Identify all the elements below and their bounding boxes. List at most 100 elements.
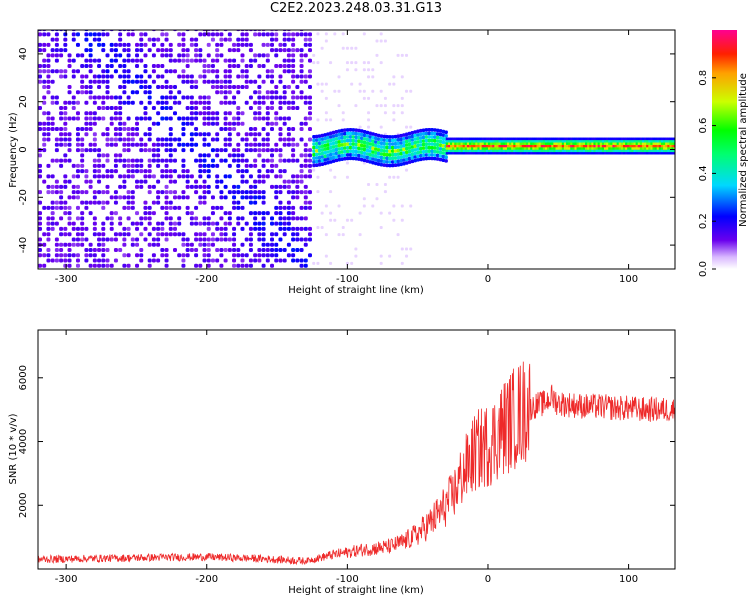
- spectrogram-cell: [215, 132, 220, 137]
- spectrogram-cell: [227, 211, 232, 216]
- spectrogram-cell: [477, 139, 480, 143]
- spectrogram-cell: [257, 247, 262, 252]
- spectrogram-cell: [329, 190, 333, 194]
- spectrogram-cell: [358, 211, 362, 215]
- spectrogram-cell: [464, 149, 468, 153]
- spectrogram-cell: [460, 149, 464, 153]
- spectrogram-cell: [511, 151, 514, 155]
- spectrogram-cell: [109, 174, 114, 179]
- spectrogram-cell: [253, 226, 258, 231]
- spectrogram-cell: [232, 195, 237, 200]
- spectrogram-cell: [312, 138, 316, 143]
- spectrogram-cell: [620, 139, 624, 143]
- spectrogram-cell: [644, 139, 647, 143]
- spectrogram-cell: [485, 149, 489, 153]
- spectrogram-cell: [75, 148, 80, 153]
- spectrogram-cell: [597, 137, 601, 141]
- spectrogram-cell: [278, 158, 283, 163]
- spectrogram-cell: [164, 32, 169, 37]
- spectrogram-cell: [278, 226, 283, 231]
- spectrogram-cell: [84, 169, 89, 174]
- spectrogram-cell: [405, 157, 409, 162]
- spectrogram-cell: [295, 237, 300, 242]
- spectrogram-cell: [368, 131, 372, 136]
- spectrogram-y-tick-label: -40: [18, 237, 29, 253]
- spectrogram-cell: [660, 149, 664, 153]
- spectrogram-cell: [71, 237, 76, 242]
- spectrogram-cell: [639, 144, 643, 148]
- spectrogram-cell: [227, 247, 232, 252]
- spectrogram-cell: [105, 153, 110, 158]
- spectrogram-cell: [450, 144, 453, 148]
- spectrogram-cell: [351, 156, 356, 161]
- spectrogram-cell: [109, 95, 114, 100]
- spectrogram-cell: [286, 190, 291, 195]
- spectrogram-cell: [274, 84, 279, 89]
- spectrogram-cell: [67, 100, 72, 105]
- spectrogram-cell: [88, 48, 93, 53]
- spectrogram-cell: [485, 151, 489, 155]
- spectrogram-cell: [540, 151, 544, 155]
- spectrogram-cell: [644, 149, 647, 153]
- spectrogram-cell: [320, 89, 324, 93]
- spectrogram-cell: [553, 149, 556, 153]
- spectrogram-cell: [227, 153, 232, 158]
- spectrogram-cell: [438, 150, 443, 155]
- spectrogram-cell: [483, 147, 487, 150]
- spectrogram-cell: [63, 174, 68, 179]
- spectrogram-cell: [323, 147, 327, 151]
- spectrogram-cell: [648, 151, 651, 155]
- spectrogram-cell: [320, 225, 324, 229]
- spectrogram-cell: [240, 84, 245, 89]
- spectrogram-cell: [589, 147, 592, 150]
- spectrogram-cell: [189, 137, 194, 142]
- spectrogram-cell: [42, 48, 47, 53]
- spectrogram-cell: [427, 156, 432, 161]
- spectrogram-cell: [63, 205, 68, 210]
- spectrogram-cell: [393, 152, 398, 157]
- spectrogram-cell: [540, 144, 544, 148]
- spectrogram-cell: [511, 142, 514, 145]
- spectrogram-cell: [291, 205, 296, 210]
- spectrogram-cell: [357, 128, 361, 133]
- spectrogram-cell: [542, 137, 546, 141]
- spectrogram-cell: [286, 158, 291, 163]
- spectrogram-cell: [244, 37, 249, 42]
- spectrogram-cell: [75, 90, 80, 95]
- spectrogram-cell: [67, 90, 72, 95]
- spectrogram-cell: [454, 147, 457, 150]
- spectrogram-cell: [248, 58, 253, 63]
- spectrogram-cell: [270, 30, 274, 32]
- spectrogram-cell: [215, 84, 220, 89]
- spectrogram-cell: [416, 143, 420, 148]
- spectrogram-cell: [519, 142, 523, 145]
- spectrogram-cell: [396, 104, 400, 108]
- spectrogram-cell: [405, 136, 409, 140]
- spectrogram-cell: [307, 42, 312, 47]
- spectrogram-cell: [388, 254, 392, 258]
- spectrogram-cell: [156, 237, 161, 242]
- spectrogram-cell: [517, 147, 521, 150]
- spectrogram-cell: [578, 147, 582, 150]
- spectrogram-cell: [189, 84, 194, 89]
- spectrogram-cell: [635, 151, 639, 155]
- spectrogram-cell: [278, 100, 283, 105]
- spectrogram-cell: [151, 237, 156, 242]
- spectrogram-cell: [299, 216, 304, 221]
- spectrogram-cell: [67, 263, 72, 268]
- spectrogram-cell: [244, 163, 249, 168]
- spectrogram-cell: [635, 149, 639, 153]
- spectrogram-cell: [215, 237, 220, 242]
- spectrogram-cell: [390, 145, 395, 150]
- spectrogram-cell: [371, 157, 375, 161]
- spectrogram-cell: [118, 116, 123, 121]
- spectrogram-cell: [139, 169, 144, 174]
- spectrogram-cell: [198, 195, 203, 200]
- spectrogram-cell: [59, 253, 64, 258]
- spectrogram-cell: [362, 151, 367, 155]
- spectrogram-cell: [236, 106, 241, 111]
- spectrogram-cell: [109, 42, 114, 47]
- spectrogram-cell: [324, 254, 328, 258]
- spectrogram-cell: [329, 142, 333, 146]
- spectrogram-cell: [538, 144, 542, 148]
